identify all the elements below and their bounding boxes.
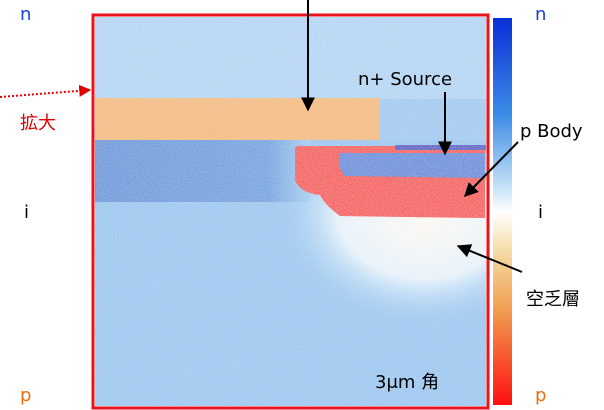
- scale-bar-label: 3μm 角: [375, 372, 439, 393]
- scale-label: n: [20, 4, 31, 25]
- zoom-arrow: [0, 90, 90, 97]
- color-bar: [493, 18, 512, 405]
- scale-label: n: [535, 4, 546, 25]
- annotation: p Body: [520, 121, 583, 142]
- zoom-label: 拡大: [20, 113, 56, 134]
- scale-label: i: [24, 202, 29, 223]
- scale-label: p: [535, 385, 546, 406]
- annotation: n+ Source: [358, 69, 452, 90]
- figure: n i p n i p 拡大 n+ Source p Body 空乏層 3μm …: [0, 0, 604, 410]
- scale-label: i: [538, 202, 543, 223]
- annotation: 空乏層: [526, 289, 580, 310]
- scale-label: p: [20, 385, 31, 406]
